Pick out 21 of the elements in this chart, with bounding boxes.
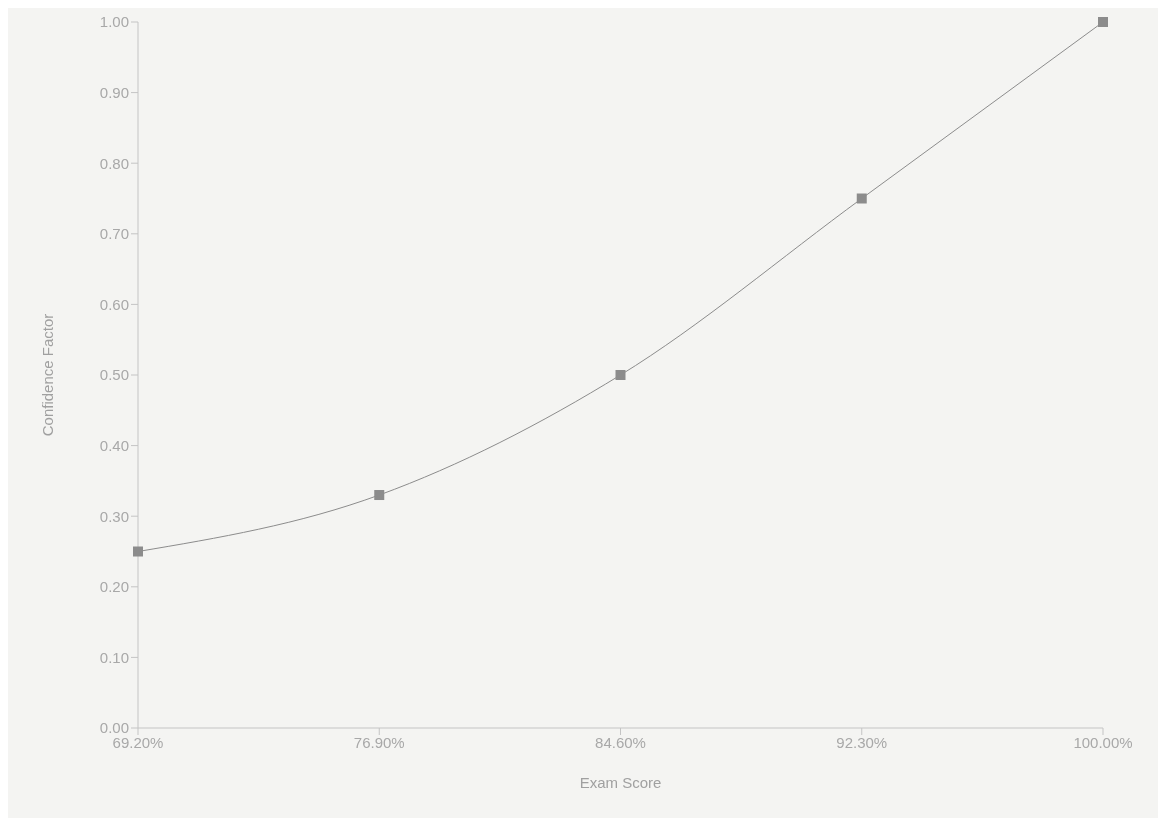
y-tick-label: 0.90: [99, 83, 129, 101]
x-axis-title: Exam Score: [579, 774, 662, 791]
point: [133, 546, 143, 557]
x-tick-label: 76.90%: [353, 733, 405, 751]
x-tick-label: 84.60%: [595, 733, 646, 751]
point: [374, 490, 385, 501]
y-tick-label: 0.70: [99, 225, 129, 243]
y-tick-label: 0.30: [99, 507, 129, 525]
point: [615, 370, 626, 380]
y-tick-label: 0.10: [99, 648, 129, 666]
y-tick-label: 1.00: [99, 13, 129, 31]
y-tick-label: 0.40: [99, 436, 129, 454]
y-axis-title: Confidence Factor: [39, 313, 57, 437]
point: [856, 193, 867, 204]
x-tick-label: 92.30%: [836, 733, 888, 751]
y-tick-label: 0.50: [99, 366, 129, 384]
point: [1098, 17, 1108, 27]
y-tick-label: 0.80: [99, 154, 129, 172]
y-tick-label: 0.60: [99, 295, 129, 313]
y-tick-label: 0.20: [99, 578, 129, 596]
x-tick-label: 100.00%: [1073, 733, 1133, 751]
